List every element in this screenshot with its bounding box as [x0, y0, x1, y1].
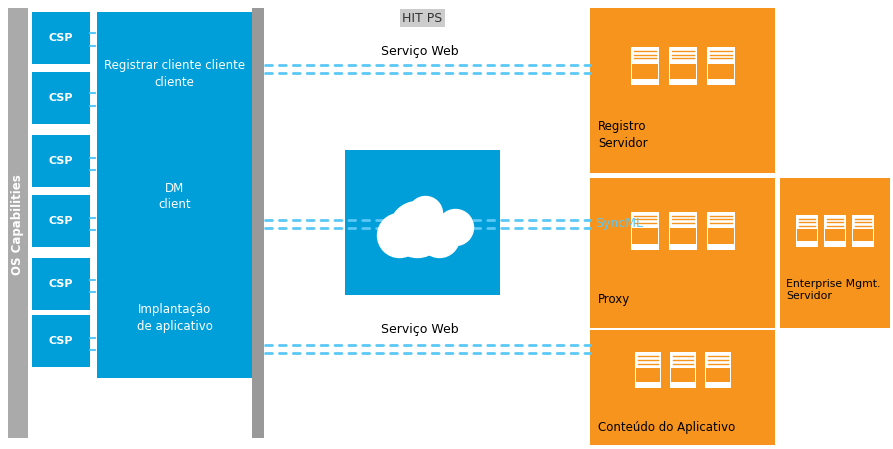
FancyBboxPatch shape	[97, 12, 252, 135]
FancyBboxPatch shape	[631, 48, 657, 84]
FancyBboxPatch shape	[797, 216, 817, 246]
FancyBboxPatch shape	[706, 211, 735, 250]
Text: CSP: CSP	[49, 216, 73, 226]
FancyBboxPatch shape	[631, 212, 657, 229]
FancyBboxPatch shape	[671, 353, 695, 387]
FancyBboxPatch shape	[853, 216, 873, 246]
Circle shape	[408, 197, 443, 230]
FancyBboxPatch shape	[345, 150, 500, 295]
FancyBboxPatch shape	[707, 212, 733, 229]
FancyBboxPatch shape	[853, 241, 873, 246]
Text: CSP: CSP	[49, 336, 73, 346]
Text: HIT PS: HIT PS	[403, 12, 443, 25]
FancyBboxPatch shape	[705, 382, 730, 387]
FancyBboxPatch shape	[825, 241, 845, 246]
Circle shape	[389, 202, 446, 257]
Text: CSP: CSP	[49, 156, 73, 166]
Text: Conteúdo do Aplicativo: Conteúdo do Aplicativo	[598, 421, 735, 433]
FancyBboxPatch shape	[670, 212, 696, 229]
Text: OS Capabilities: OS Capabilities	[12, 174, 24, 275]
FancyBboxPatch shape	[347, 250, 498, 293]
FancyBboxPatch shape	[631, 79, 657, 84]
Text: Enterprise Mgmt.
Servidor: Enterprise Mgmt. Servidor	[786, 279, 880, 301]
FancyBboxPatch shape	[8, 8, 28, 438]
FancyBboxPatch shape	[636, 382, 660, 387]
Text: SyncML: SyncML	[595, 217, 643, 230]
FancyBboxPatch shape	[32, 315, 90, 367]
FancyBboxPatch shape	[97, 135, 252, 258]
FancyBboxPatch shape	[590, 178, 775, 328]
FancyBboxPatch shape	[670, 48, 696, 84]
FancyBboxPatch shape	[707, 79, 733, 84]
FancyBboxPatch shape	[252, 8, 264, 438]
FancyBboxPatch shape	[32, 195, 90, 247]
Text: DM
client: DM client	[158, 181, 191, 211]
FancyBboxPatch shape	[631, 243, 657, 248]
FancyBboxPatch shape	[636, 353, 660, 368]
FancyBboxPatch shape	[670, 212, 696, 248]
FancyBboxPatch shape	[32, 258, 90, 310]
FancyBboxPatch shape	[670, 79, 696, 84]
FancyBboxPatch shape	[670, 243, 696, 248]
FancyBboxPatch shape	[706, 47, 735, 85]
FancyBboxPatch shape	[636, 353, 660, 387]
FancyBboxPatch shape	[635, 352, 661, 388]
FancyBboxPatch shape	[630, 47, 658, 85]
FancyBboxPatch shape	[670, 352, 696, 388]
FancyBboxPatch shape	[824, 215, 846, 247]
FancyBboxPatch shape	[707, 48, 733, 64]
Text: Registro
Servidor: Registro Servidor	[598, 120, 647, 150]
FancyBboxPatch shape	[705, 353, 730, 387]
FancyBboxPatch shape	[796, 215, 818, 247]
FancyBboxPatch shape	[797, 216, 817, 229]
FancyBboxPatch shape	[590, 8, 775, 173]
FancyBboxPatch shape	[32, 72, 90, 124]
Circle shape	[420, 217, 460, 257]
FancyBboxPatch shape	[631, 212, 657, 248]
FancyBboxPatch shape	[631, 48, 657, 64]
FancyBboxPatch shape	[671, 382, 695, 387]
Text: Implantação
de aplicativo: Implantação de aplicativo	[137, 303, 213, 333]
FancyBboxPatch shape	[707, 48, 733, 84]
FancyBboxPatch shape	[671, 353, 695, 368]
FancyBboxPatch shape	[705, 352, 730, 388]
FancyBboxPatch shape	[707, 243, 733, 248]
FancyBboxPatch shape	[32, 135, 90, 187]
FancyBboxPatch shape	[590, 330, 775, 445]
Text: Serviço Web: Serviço Web	[381, 323, 459, 336]
Text: CSP: CSP	[49, 93, 73, 103]
FancyBboxPatch shape	[670, 48, 696, 64]
FancyBboxPatch shape	[797, 241, 817, 246]
Text: Registrar cliente cliente
cliente: Registrar cliente cliente cliente	[104, 58, 245, 88]
FancyBboxPatch shape	[825, 216, 845, 229]
FancyBboxPatch shape	[825, 216, 845, 246]
FancyBboxPatch shape	[669, 47, 697, 85]
FancyBboxPatch shape	[630, 211, 658, 250]
Text: Serviço Web: Serviço Web	[381, 45, 459, 58]
Text: Proxy: Proxy	[598, 294, 630, 307]
FancyBboxPatch shape	[705, 353, 730, 368]
FancyBboxPatch shape	[97, 258, 252, 378]
FancyBboxPatch shape	[669, 211, 697, 250]
Circle shape	[438, 210, 473, 246]
FancyBboxPatch shape	[780, 178, 890, 328]
FancyBboxPatch shape	[707, 212, 733, 248]
Text: CSP: CSP	[49, 279, 73, 289]
Circle shape	[378, 214, 421, 257]
FancyBboxPatch shape	[32, 12, 90, 64]
Text: CSP: CSP	[49, 33, 73, 43]
FancyBboxPatch shape	[852, 215, 874, 247]
FancyBboxPatch shape	[853, 216, 873, 229]
